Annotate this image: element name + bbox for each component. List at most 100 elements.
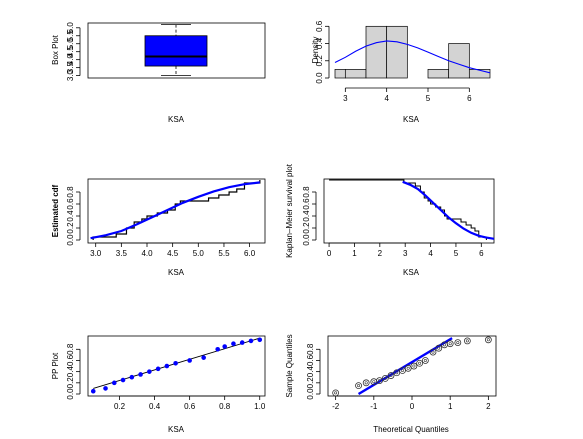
y-tick-label: 0.2	[66, 222, 75, 234]
qq-point	[410, 362, 418, 370]
pp-point	[257, 337, 263, 343]
pp-point	[248, 338, 254, 344]
x-tick-label: 1	[352, 249, 357, 258]
x-tick-label: 2	[378, 249, 383, 258]
histogram-bar	[448, 43, 470, 79]
km-step-line	[329, 179, 487, 240]
y-tick-label: 0.2	[302, 222, 311, 234]
pp-point	[138, 372, 143, 377]
x-tick-label: 3.5	[116, 249, 128, 258]
qq-point	[416, 359, 424, 367]
pp-point	[164, 363, 170, 369]
qq-point-inner	[412, 364, 416, 368]
x-tick-label: 0.8	[219, 402, 231, 411]
x-axis-label: KSA	[403, 115, 420, 124]
fitted-cdf-curve	[90, 181, 260, 240]
plot-frame	[323, 178, 495, 244]
histogram-bar	[468, 69, 491, 79]
qq-point	[355, 382, 362, 390]
qq-point	[454, 339, 462, 346]
qq-point-inner	[418, 361, 422, 365]
y-axis-label: PP Plot	[51, 352, 60, 379]
qq-point	[421, 357, 429, 364]
y-tick-label: 0.2	[66, 377, 75, 389]
y-tick-label: 0.4	[306, 366, 315, 378]
qq-point-inner	[406, 366, 410, 370]
x-tick-label: 6	[467, 94, 472, 103]
x-tick-label: 4.5	[167, 249, 179, 258]
qq-point-inner	[395, 371, 399, 375]
qq-point-inner	[372, 380, 376, 384]
x-tick-label: 3	[343, 94, 348, 103]
y-tick-label: 3.5	[66, 62, 75, 74]
x-tick-label: -1	[370, 402, 378, 411]
y-tick-label: 0.0	[306, 388, 315, 400]
panel-ecdf: 0.00.20.40.60.8 3.0 3.5 4.0 4.5 5.0 5.5 6.0 Est…	[51, 178, 266, 277]
x-tick-label: 5	[454, 249, 459, 258]
pp-point	[120, 377, 126, 383]
qq-point	[332, 389, 340, 397]
histogram-bar	[334, 69, 346, 79]
y-tick-label: 0.8	[302, 186, 311, 198]
qq-point	[376, 377, 383, 384]
pp-point	[129, 374, 135, 380]
fitted-survival-curve	[402, 180, 495, 240]
x-tick-label: -2	[332, 402, 340, 411]
y-tick-label: 4.0	[66, 54, 75, 66]
y-axis-label: Density	[311, 37, 320, 64]
y-tick-label: 0.4	[66, 210, 75, 222]
histogram-bar	[344, 69, 367, 79]
qq-point-inner	[486, 338, 490, 342]
x-tick-label: 4	[384, 94, 389, 103]
qq-point-inner	[437, 346, 441, 350]
panel-km: 0.00.20.40.60.8 0 1 2 3 4 5 6 Kaplan–Meier surv…	[285, 163, 495, 277]
pp-point	[201, 355, 206, 360]
qq-point	[381, 374, 389, 382]
x-tick-label: 6.0	[244, 249, 256, 258]
histogram-bar	[427, 69, 450, 79]
qq-point-inner	[383, 376, 387, 380]
x-tick-label: 5	[426, 94, 431, 103]
y-tick-label: 0.6	[306, 354, 315, 366]
x-axis-label: Theoretical Quantiles	[373, 425, 449, 434]
panel-pp-plot: 0.00.20.40.60.80.2 0.4 0.6 0.8 1.0 PP Plot K…	[51, 335, 266, 434]
qq-marks: 0.00.20.40.60.8 -2 -1 0 1 2	[306, 336, 492, 411]
pp-point	[239, 340, 245, 345]
y-tick-label: 0.6	[66, 354, 75, 366]
x-tick-label: 0	[327, 249, 332, 258]
qq-point-inner	[334, 391, 338, 395]
x-tick-label: 0.4	[149, 402, 161, 411]
qq-point	[463, 337, 471, 345]
x-tick-label: 0.2	[114, 402, 126, 411]
y-tick-label: 0.0	[315, 72, 324, 84]
y-axis-label: Estimated cdf	[51, 184, 60, 237]
y-tick-label: 0.0	[66, 234, 75, 246]
pp-point	[187, 358, 192, 363]
density-curve	[334, 40, 491, 74]
plot-frame	[327, 335, 497, 397]
pp-point	[103, 386, 108, 391]
x-tick-label: 2	[486, 402, 491, 411]
qq-point	[484, 336, 492, 344]
x-tick-label: 4.0	[141, 249, 153, 258]
qq-point	[362, 379, 370, 387]
qq-point	[387, 372, 395, 379]
x-tick-label: 1	[448, 402, 453, 411]
y-tick-label: 0.8	[66, 343, 75, 355]
y-tick-label: 3.0	[66, 69, 75, 81]
pp-marks: 0.00.20.40.60.80.2 0.4 0.6 0.8 1.0	[66, 337, 266, 411]
y-tick-label: 0.8	[66, 186, 75, 198]
panel-histogram: 0.0 0.2 0.4 0.6 3 4 5 6 Density KSA	[311, 20, 491, 124]
x-tick-label: 3.0	[90, 249, 102, 258]
y-tick-label: 0.4	[66, 366, 75, 378]
km-marks: 0.00.20.40.60.8 0 1 2 3 4 5 6	[302, 179, 495, 258]
qq-point-inner	[442, 343, 446, 347]
box-plot-marks: 3.03.54.04.55.05.56.0	[66, 22, 208, 81]
panel-qq-plot: 0.00.20.40.60.8-2 -1 0 1 2 Sample Quantiles …	[285, 334, 497, 434]
pp-point	[111, 380, 117, 386]
x-tick-label: 0	[410, 402, 415, 411]
qq-point-inner	[389, 374, 393, 378]
pp-point	[231, 341, 236, 347]
x-axis-label: KSA	[403, 268, 420, 277]
